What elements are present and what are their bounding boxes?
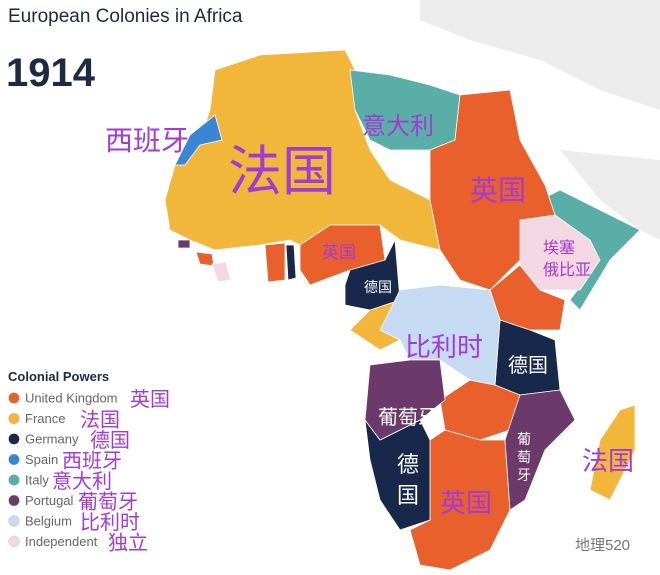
map-label: 德国 [364, 280, 392, 296]
europe-land [420, 0, 660, 110]
map-label: 法国 [582, 447, 634, 477]
map-label: 西班牙 [105, 124, 189, 157]
cameroon [344, 238, 401, 311]
ethiopia [519, 214, 601, 291]
legend-label: Independent [25, 534, 98, 549]
title: European Colonies in Africa [8, 6, 243, 27]
map-label: 德国 [508, 353, 548, 377]
legend: Colonial Powers United Kingdom 英国 France 法国… [8, 369, 170, 555]
map-label: 葡萄牙 [378, 405, 438, 429]
legend-title: Colonial Powers [8, 369, 109, 384]
map-label: 英国 [440, 489, 492, 519]
watermark: 地理520 [575, 537, 630, 554]
legend-swatch [8, 515, 20, 527]
legend-note: 意大利 [52, 469, 112, 493]
arabia-land [560, 150, 660, 240]
map-label: 萄 [517, 450, 531, 466]
portuguese-guinea [177, 239, 191, 249]
mozambique [504, 389, 576, 511]
spanish-sahara [174, 114, 223, 166]
legend-swatch [8, 474, 20, 486]
legend-label: Italy [25, 473, 49, 488]
legend-label: United Kingdom [25, 391, 118, 406]
map-label: 法国 [228, 140, 336, 203]
legend-label: Spain [25, 452, 58, 467]
south-africa [409, 429, 511, 571]
map-label: 葡 [517, 432, 531, 448]
legend-note: 比利时 [80, 510, 140, 534]
legend-swatch [8, 412, 20, 425]
legend-note: 独立 [108, 531, 148, 555]
map-label: 意大利 [362, 112, 434, 140]
map-label: 英国 [322, 243, 356, 263]
legend-label: France [25, 411, 65, 426]
map-label: 德 [397, 453, 419, 478]
legend-label: Belgium [25, 514, 72, 529]
legend-swatch [8, 494, 20, 507]
map-label: 牙 [517, 468, 531, 484]
gold-coast [264, 242, 286, 283]
legend-label: Portugal [25, 493, 74, 508]
legend-label: Germany [25, 432, 79, 447]
map-label: 埃塞 [543, 238, 575, 257]
map-label: 国 [397, 484, 419, 509]
year: 1914 [6, 51, 96, 95]
legend-note: 西班牙 [62, 449, 122, 473]
liberia [211, 261, 231, 283]
madagascar [589, 404, 636, 501]
legend-swatch [8, 535, 20, 548]
legend-note: 英国 [130, 387, 170, 411]
map-label: 俄比亚 [543, 260, 591, 279]
legend-swatch [8, 453, 20, 466]
map-label: 比利时 [405, 333, 483, 363]
legend-swatch [8, 433, 20, 445]
legend-swatch [8, 392, 20, 404]
angola [364, 359, 446, 441]
togo [285, 244, 297, 281]
legend-note: 德国 [90, 428, 130, 452]
legend-note: 葡萄牙 [78, 490, 138, 514]
map-label: 英国 [470, 174, 526, 207]
legend-note: 法国 [80, 408, 120, 432]
